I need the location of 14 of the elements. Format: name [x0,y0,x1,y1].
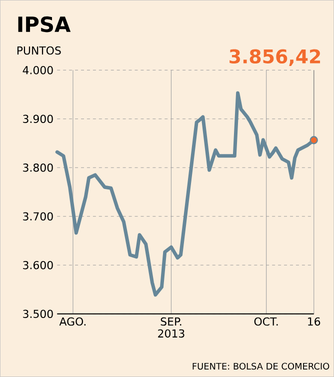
y-tick-label: 3.600 [23,260,53,270]
y-axis-title: PUNTOS [17,46,61,55]
y-tick-label: 4.000 [22,66,53,74]
source-note: FUENTE: BOLSA DE COMERCIO [192,362,330,370]
y-tick-label: 3.900 [23,114,53,124]
x-tick-label: 16 [308,317,320,326]
x-tick-label: SEP. 2013 [158,317,184,338]
chart-title: IPSA [18,16,71,32]
y-tick-label: 3.500 [23,310,53,318]
x-tick-label: OCT. [254,317,278,326]
annotation: 3.856,42 [230,49,320,66]
x-tick-label: AGO. [59,317,86,326]
y-tick-label: 3.800 [23,163,53,172]
y-tick-label: 3.700 [23,212,53,221]
